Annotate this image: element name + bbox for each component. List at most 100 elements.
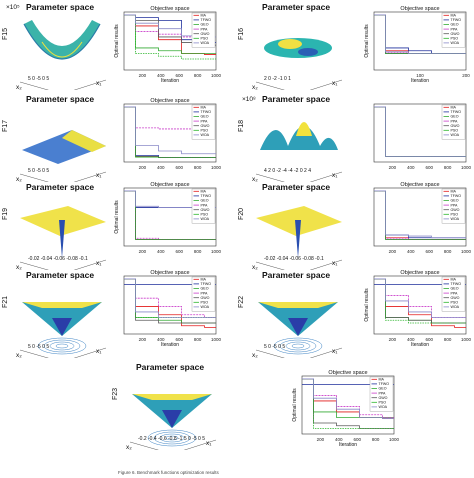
legend-label: TFWO [201, 282, 212, 286]
surface-rim [22, 302, 102, 308]
x-tick-label: 600 [353, 437, 361, 442]
function-label: F22 [238, 295, 245, 308]
objective-title: Objective space [328, 370, 367, 376]
legend-label: WOA [451, 133, 460, 137]
legend-label: PSO [379, 401, 387, 405]
x2-label: x₂ [16, 264, 22, 271]
contour-ring [49, 341, 75, 351]
legend-label: GWO [201, 296, 210, 300]
parameter-space-svg [19, 206, 107, 275]
x2-axis-line [19, 81, 63, 95]
x2-axis-line [255, 349, 299, 363]
surface-highlight [62, 130, 106, 152]
series-line-woa [374, 190, 466, 239]
surface-plot [255, 302, 343, 363]
contour-ring [273, 337, 323, 355]
surface-valley [298, 48, 318, 56]
x-tick-label: 200 [139, 337, 147, 342]
legend-label: PSO [201, 301, 209, 305]
objective-space-panel: Objective space 200 400 600 800 1000 Optimal r… [112, 180, 222, 265]
x-tick-label: 1000 [461, 249, 472, 254]
function-label: F17 [2, 119, 9, 132]
surface-funnel [52, 318, 72, 336]
x-tick-label: 1000 [389, 437, 400, 442]
series-line-woa [374, 14, 466, 54]
objective-chart: Objective space 200 400 600 800 1000 Optimal r… [114, 182, 222, 254]
objective-chart: Objective space 200 400 600 800 1000 Iteration… [292, 370, 400, 448]
y-axis-label: Optimal results [292, 388, 298, 422]
objective-space-panel: Objective space 200 400 600 800 1000 Iteration… [290, 368, 400, 453]
y-axis-label: Optimal results [364, 288, 370, 322]
legend-label: TFWO [451, 194, 462, 198]
x-tick-label: 600 [425, 337, 433, 342]
surface-tick-labels: 5 0 -5 0 5 [28, 344, 50, 350]
legend-label: PPA [201, 291, 209, 295]
parameter-space-title: Parameter space [26, 270, 95, 280]
series-line-woa [302, 378, 394, 419]
contour-ring [159, 433, 185, 443]
surface-rim [132, 394, 212, 400]
surface-plot [255, 122, 343, 187]
legend-label: PPA [379, 391, 387, 395]
parameter-space-title: Parameter space [262, 2, 331, 12]
x-tick-label: 800 [194, 73, 202, 78]
x-tick-label: 600 [425, 165, 433, 170]
parameter-space-svg [19, 130, 107, 187]
parameter-space-title: Parameter space [262, 182, 331, 192]
series-line-woa [124, 278, 216, 318]
legend-label: WOA [201, 217, 210, 221]
legend-label: GWO [201, 124, 210, 128]
series-line-woa [124, 106, 216, 155]
legend-label: WOA [201, 133, 210, 137]
x-tick-label: 1000 [211, 165, 222, 170]
x-tick-label: 600 [175, 249, 183, 254]
surface-peak [296, 122, 312, 136]
x-tick-label: 600 [175, 337, 183, 342]
x1-label: x₁ [96, 172, 102, 179]
x-axis-label: Iteration [161, 78, 179, 84]
parameter-space-svg [255, 122, 343, 187]
parameter-space-svg [19, 302, 107, 363]
x-tick-label: 400 [157, 249, 165, 254]
x1-label: x₁ [96, 348, 102, 355]
objective-space-panel: Objective space 200 400 600 800 1000 MA TFWO GEO… [112, 96, 222, 181]
surface-peak [278, 39, 302, 49]
legend-label: WOA [451, 217, 460, 221]
objective-chart: Objective space 200 400 600 800 1000 Iteration… [123, 270, 222, 348]
objective-space-panel: Objective space 100 200 Iteration Optimal re… [362, 4, 472, 89]
surface-tick-labels: 4 2 0 -2 -4 -4 -2 0 2 4 [264, 168, 311, 174]
x-tick-label: 800 [194, 337, 202, 342]
legend-label: GEO [201, 23, 209, 27]
x2-axis-line [255, 81, 299, 95]
series-line-pso [124, 14, 216, 60]
legend-label: GWO [451, 32, 460, 36]
legend-label: MA [451, 278, 457, 282]
x2-label: x₂ [252, 264, 258, 271]
function-label: F16 [238, 27, 245, 40]
x-tick-label: 400 [407, 337, 415, 342]
x2-label: x₂ [252, 84, 258, 91]
objective-title: Objective space [400, 182, 439, 188]
x-tick-label: 800 [444, 165, 452, 170]
surface-rim [258, 302, 338, 308]
x-tick-label: 200 [139, 249, 147, 254]
contour-ring [279, 339, 317, 353]
legend-label: MA [379, 378, 385, 382]
surface-plot [19, 130, 107, 187]
contour-ring [43, 339, 81, 353]
surface-plot [255, 38, 343, 95]
legend-label: PPA [451, 203, 459, 207]
legend-label: PPA [451, 119, 459, 123]
legend-label: GWO [201, 32, 210, 36]
series-line-woa [374, 106, 466, 157]
x-tick-label: 400 [157, 165, 165, 170]
x-axis-label: Iteration [411, 342, 429, 348]
surface-tick-labels: 5 0 -5 0 5 [28, 76, 50, 82]
x-axis-label: Iteration [411, 78, 429, 84]
x-tick-label: 1000 [211, 337, 222, 342]
x-tick-label: 400 [157, 73, 165, 78]
surface-plot [19, 302, 107, 363]
legend-label: GEO [201, 287, 209, 291]
x-tick-label: 200 [317, 437, 325, 442]
x-tick-label: 400 [157, 337, 165, 342]
